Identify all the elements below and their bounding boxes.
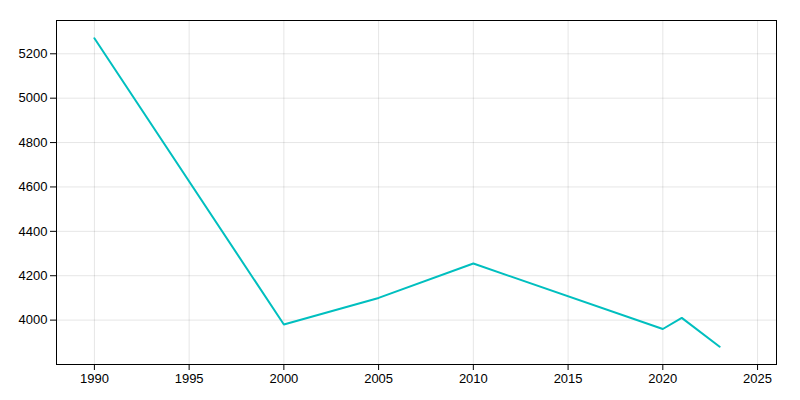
svg-text:4000: 4000 — [19, 312, 48, 327]
svg-text:5000: 5000 — [19, 90, 48, 105]
svg-text:2005: 2005 — [364, 371, 393, 386]
svg-text:4200: 4200 — [19, 268, 48, 283]
svg-text:4600: 4600 — [19, 179, 48, 194]
svg-text:2015: 2015 — [554, 371, 583, 386]
svg-text:5200: 5200 — [19, 46, 48, 61]
svg-text:1995: 1995 — [175, 371, 204, 386]
svg-text:2020: 2020 — [648, 371, 677, 386]
svg-text:4400: 4400 — [19, 223, 48, 238]
svg-text:2010: 2010 — [459, 371, 488, 386]
svg-text:1990: 1990 — [80, 371, 109, 386]
svg-text:4800: 4800 — [19, 135, 48, 150]
svg-text:2025: 2025 — [743, 371, 772, 386]
svg-text:2000: 2000 — [269, 371, 298, 386]
